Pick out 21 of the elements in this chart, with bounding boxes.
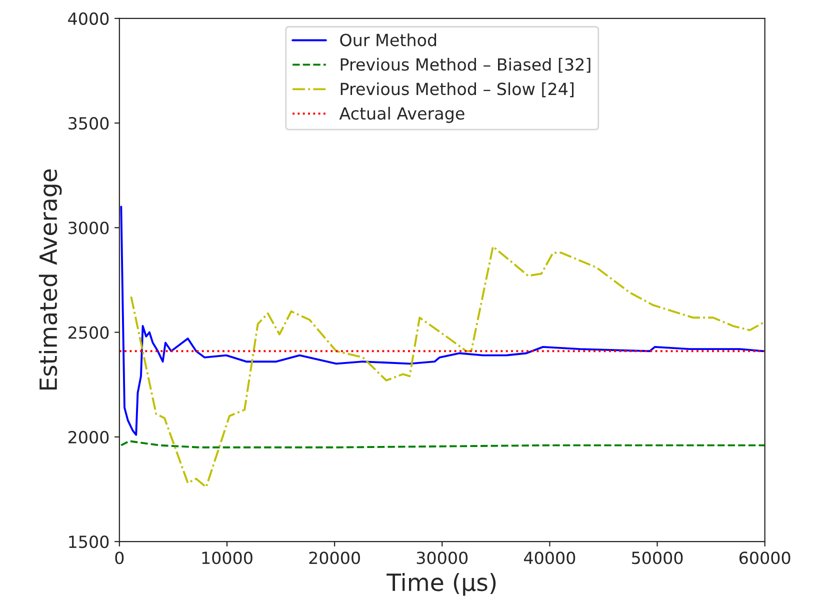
- x-tick-label: 60000: [739, 552, 790, 564]
- x-tick-label: 20000: [309, 552, 360, 564]
- x-tick-label: 0: [115, 552, 124, 564]
- x-tick-label: 30000: [416, 552, 468, 564]
- y-tick-label: 2500: [68, 326, 109, 339]
- legend-label: Previous Method – Slow [24]: [340, 82, 574, 98]
- x-tick-label: 10000: [202, 552, 252, 564]
- y-tick-label: 4000: [68, 12, 109, 25]
- legend-label: Actual Average: [339, 106, 464, 123]
- x-tick-label: 50000: [632, 552, 683, 564]
- line-series: [130, 246, 765, 488]
- y-tick-label: 3000: [68, 222, 109, 234]
- x-axis-title: Time (μs): [386, 572, 496, 596]
- line-series: [120, 206, 764, 436]
- y-axis-title: Estimated Average: [38, 169, 62, 390]
- legend-label: Previous Method – Biased [32]: [340, 58, 590, 73]
- y-tick-label: 3500: [68, 117, 109, 130]
- y-tick-label: 2000: [68, 430, 109, 444]
- y-tick-label: 1500: [69, 536, 109, 548]
- legend-label: Our Method: [340, 33, 436, 46]
- x-tick-label: 40000: [524, 552, 576, 564]
